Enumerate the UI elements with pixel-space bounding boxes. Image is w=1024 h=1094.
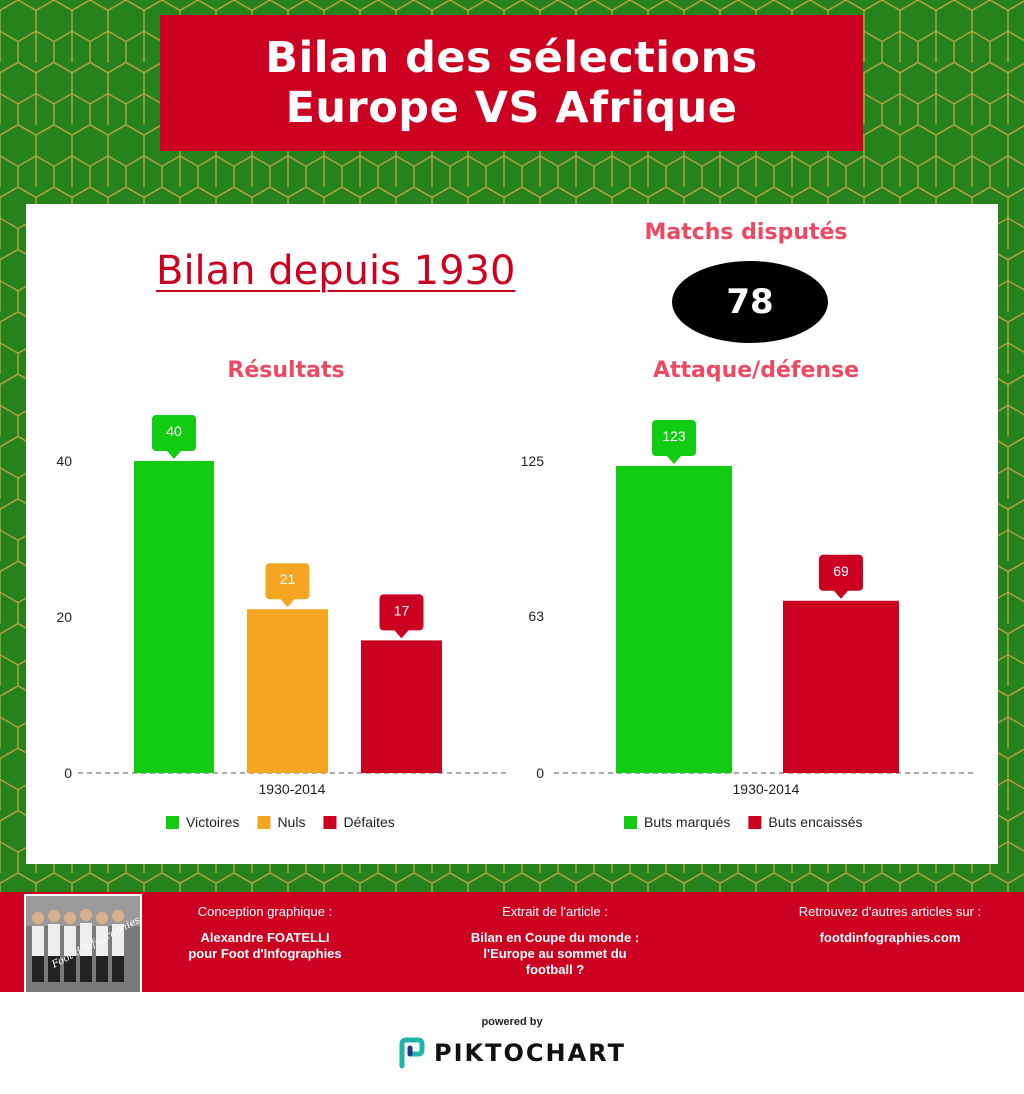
chart-0-data-label-2: 17 (394, 602, 410, 618)
chart-0-label-bubble-0 (152, 415, 196, 459)
chart-1-data-label-1: 69 (833, 563, 849, 579)
chart-0-bar-2 (361, 640, 442, 773)
piktochart-logo[interactable]: PIKTOCHART (398, 1036, 626, 1070)
chart-0-ytick-1: 20 (56, 609, 72, 625)
main-panel: Bilan depuis 1930 Matchs disputés 78 Rés… (26, 204, 998, 864)
powered-by: powered by (481, 1016, 543, 1028)
team-photo: Foot d'infographies (24, 894, 142, 994)
chart-0-xlabel: 1930-2014 (259, 781, 326, 797)
chart-title-resultats: Résultats (227, 358, 345, 383)
chart-1-bar-0 (616, 465, 732, 773)
matchs-value: 78 (726, 282, 774, 322)
chart-0-legend-swatch-0 (166, 816, 179, 829)
chart-1-legend-swatch-1 (748, 816, 762, 829)
footer-col-design: Conception graphique : Alexandre FOATELL… (160, 904, 370, 962)
footer-col1-label: Conception graphique : (197, 904, 333, 919)
title-line-2: Europe VS Afrique (285, 83, 738, 133)
chart-0-bar-0 (134, 461, 214, 773)
bilan-title: Bilan depuis 1930 (156, 248, 516, 294)
footer-col-site: Retrouvez d'autres articles sur : footdi… (770, 904, 1010, 946)
chart-1-ytick-1: 63 (528, 608, 544, 624)
chart-0-legend-swatch-1 (257, 816, 271, 829)
chart-0-ytick-0: 0 (64, 765, 72, 781)
chart-1-label-bubble-1 (819, 554, 863, 599)
matchs-badge: 78 (672, 261, 828, 343)
chart-1-ytick-2: 125 (521, 453, 545, 469)
chart-1-legend-label-1: Buts encaissés (768, 814, 862, 830)
chart-0-legend-swatch-2 (323, 816, 337, 829)
footer-col1-line1: Alexandre FOATELLI (200, 930, 330, 945)
chart-0-bar-1 (247, 609, 328, 773)
chart-0-data-label-1: 21 (280, 571, 296, 587)
chart-1-xlabel: 1930-2014 (733, 781, 800, 797)
footer-col2-label: Extrait de l'article : (502, 904, 608, 919)
chart-1-ytick-0: 0 (536, 765, 544, 781)
chart-1-data-label-0: 123 (662, 428, 686, 444)
chart-title-attaque: Attaque/défense (652, 358, 860, 383)
matchs-title: Matchs disputés (644, 220, 848, 245)
chart-1-legend-swatch-0 (624, 816, 637, 829)
footer-col1-line2: pour Foot d'Infographies (188, 946, 342, 961)
title-line-1: Bilan des sélections (265, 33, 758, 83)
footer-col2-line1[interactable]: Bilan en Coupe du monde : (470, 930, 640, 945)
chart-0-label-bubble-1 (265, 563, 310, 608)
piktochart-icon (399, 1037, 425, 1069)
chart-0-legend-label-2: Défaites (343, 814, 394, 830)
footer-col3-label: Retrouvez d'autres articles sur : (798, 904, 982, 919)
footer-site-link[interactable]: footdinfographies.com (819, 930, 961, 945)
title-banner: Bilan des sélections Europe VS Afrique (160, 15, 863, 151)
footer-col2-line3[interactable]: football ? (525, 962, 585, 977)
chart-1-label-bubble-0 (652, 419, 696, 464)
chart-0-ytick-2: 40 (56, 453, 72, 469)
chart-0-label-bubble-2 (379, 594, 424, 639)
chart-resultats: 0 20 40 40 21 17 1930-2014 Victoires Nuls Défaite… (56, 415, 974, 830)
footer-col-article: Extrait de l'article : Bilan en Coupe du… (445, 904, 665, 978)
chart-0-legend-label-0: Victoires (186, 814, 239, 830)
chart-0-legend-label-1: Nuls (277, 814, 305, 830)
footer: Foot d'infographies Conception graphique… (0, 892, 1024, 994)
chart-1-bar-1 (783, 600, 899, 773)
chart-1-legend-label-0: Buts marqués (644, 814, 730, 830)
chart-0-data-label-0: 40 (166, 423, 182, 439)
footer-col2-line2[interactable]: l'Europe au sommet du (483, 946, 627, 961)
piktochart-wordmark: PIKTOCHART (434, 1039, 626, 1067)
